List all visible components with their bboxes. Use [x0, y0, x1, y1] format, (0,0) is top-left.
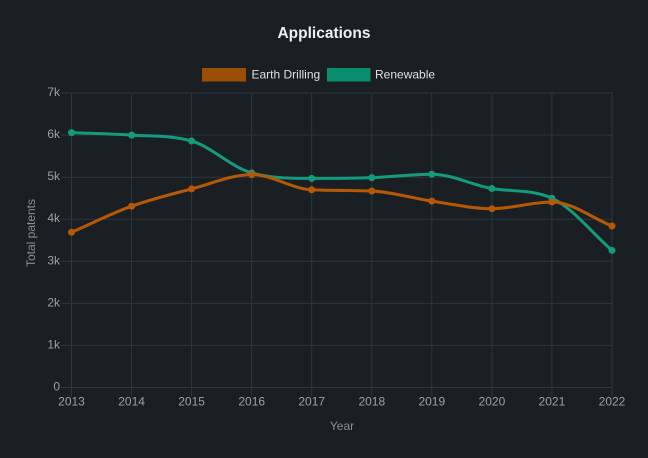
svg-text:Applications: Applications — [277, 25, 370, 42]
svg-text:2021: 2021 — [539, 395, 566, 409]
svg-text:Renewable: Renewable — [375, 68, 435, 82]
svg-text:7k: 7k — [47, 85, 61, 99]
svg-text:2014: 2014 — [118, 395, 145, 409]
svg-text:Earth Drilling: Earth Drilling — [252, 68, 321, 82]
svg-text:3k: 3k — [47, 253, 61, 267]
svg-text:2020: 2020 — [479, 395, 506, 409]
svg-text:6k: 6k — [47, 127, 61, 141]
svg-text:Year: Year — [330, 419, 354, 433]
svg-text:2017: 2017 — [298, 395, 325, 409]
svg-text:1k: 1k — [47, 337, 61, 351]
svg-text:4k: 4k — [47, 211, 61, 225]
svg-text:0: 0 — [53, 380, 60, 394]
svg-text:2018: 2018 — [358, 395, 385, 409]
svg-text:2013: 2013 — [58, 395, 85, 409]
svg-text:5k: 5k — [47, 169, 61, 183]
svg-text:2019: 2019 — [418, 395, 445, 409]
svg-text:Total patents: Total patents — [24, 199, 38, 267]
svg-text:2k: 2k — [47, 295, 61, 309]
svg-text:2016: 2016 — [238, 395, 265, 409]
svg-text:2015: 2015 — [178, 395, 205, 409]
svg-text:2022: 2022 — [599, 395, 626, 409]
